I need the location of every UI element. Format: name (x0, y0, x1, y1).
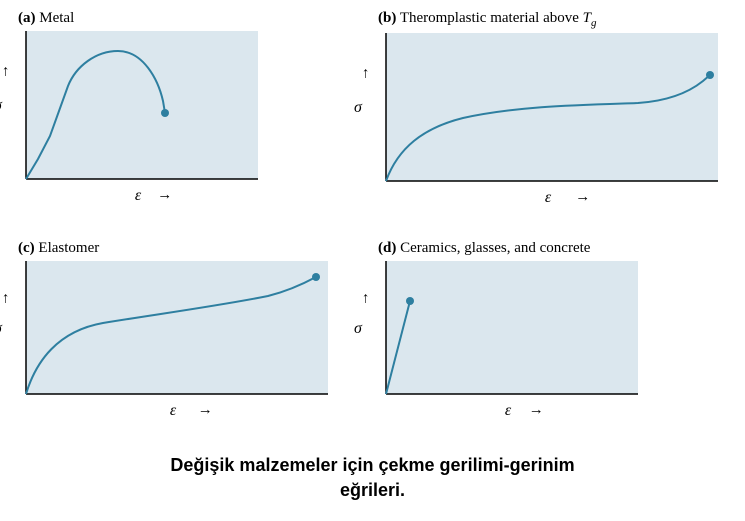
chart-b-title: (b) Theromplastic material above Tg (378, 10, 718, 29)
chart-c-marker (312, 273, 320, 281)
chart-d-xlabel: ε (505, 402, 511, 420)
chart-d-yarrow: → (356, 291, 373, 306)
chart-b-prefix: (b) (378, 10, 396, 26)
chart-d-bg (386, 261, 638, 394)
chart-a-ylabel: σ (0, 97, 2, 115)
chart-c-yarrow: → (0, 291, 13, 306)
chart-c-svg (18, 261, 328, 396)
chart-c-plot: σ → ε → (18, 261, 328, 396)
figure-caption: Değişik malzemeler için çekme gerilimi-g… (0, 453, 745, 503)
chart-d-title: (d) Ceramics, glasses, and concrete (378, 240, 638, 257)
chart-b-yarrow: → (356, 66, 373, 81)
chart-b-marker (706, 71, 714, 79)
chart-c-ylabel: σ (0, 320, 2, 338)
chart-a-plot: σ → ε → (18, 31, 258, 181)
chart-b-sub: g (591, 17, 597, 29)
caption-line-2: eğrileri. (340, 480, 405, 500)
chart-b-var: T (583, 10, 591, 26)
chart-d-text: Ceramics, glasses, and concrete (400, 240, 590, 256)
chart-b-xlabel: ε (545, 189, 551, 207)
chart-b-plot: σ → ε → (378, 33, 718, 183)
chart-b-xarrow: → (575, 189, 590, 206)
chart-d-plot: σ → ε → (378, 261, 638, 396)
chart-b-svg (378, 33, 718, 183)
chart-c-bg (26, 261, 328, 394)
chart-a-svg (18, 31, 258, 181)
chart-d: (d) Ceramics, glasses, and concrete σ → … (378, 240, 638, 396)
chart-d-marker (406, 297, 414, 305)
chart-a-text: Metal (39, 10, 74, 26)
chart-a-prefix: (a) (18, 10, 36, 26)
chart-b-text: Theromplastic material above (400, 10, 583, 26)
chart-d-svg (378, 261, 638, 396)
chart-c: (c) Elastomer σ → ε → (18, 240, 328, 396)
chart-a-yarrow: → (0, 64, 13, 79)
chart-c-prefix: (c) (18, 240, 35, 256)
chart-c-text: Elastomer (38, 240, 99, 256)
chart-c-title: (c) Elastomer (18, 240, 328, 257)
chart-a-xlabel: ε (135, 187, 141, 205)
chart-d-xarrow: → (529, 402, 544, 419)
chart-d-ylabel: σ (354, 320, 362, 338)
chart-a-marker (161, 109, 169, 117)
caption-line-1: Değişik malzemeler için çekme gerilimi-g… (170, 455, 574, 475)
chart-a-xarrow: → (157, 187, 172, 204)
chart-a-title: (a) Metal (18, 10, 258, 27)
chart-b: (b) Theromplastic material above Tg σ → … (378, 10, 718, 183)
chart-d-prefix: (d) (378, 240, 396, 256)
chart-c-xlabel: ε (170, 402, 176, 420)
chart-b-ylabel: σ (354, 99, 362, 117)
chart-a: (a) Metal σ → ε → (18, 10, 258, 181)
chart-c-xarrow: → (198, 402, 213, 419)
